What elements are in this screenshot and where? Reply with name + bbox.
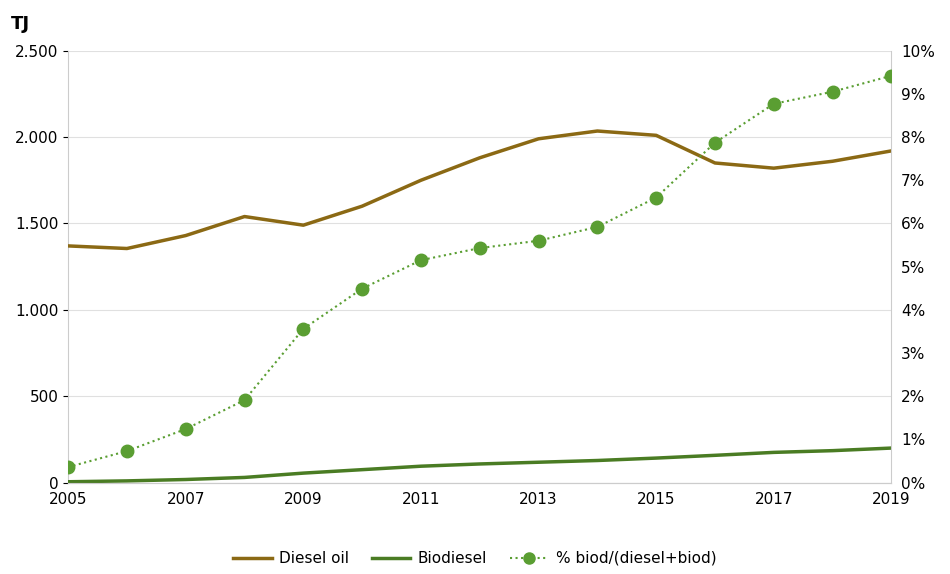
Biodiesel [180, 476, 191, 483]
Line: Diesel oil: Diesel oil [68, 131, 891, 249]
Legend: Diesel oil, Biodiesel, % biod/(diesel+biod): Diesel oil, Biodiesel, % biod/(diesel+bi… [227, 545, 723, 572]
% biod/(diesel+biod) [885, 72, 897, 79]
Biodiesel [297, 470, 309, 476]
Biodiesel [826, 447, 838, 454]
Diesel oil [769, 165, 780, 172]
Diesel oil [297, 222, 309, 228]
Biodiesel [885, 445, 897, 452]
Biodiesel [710, 452, 721, 459]
% biod/(diesel+biod) [651, 194, 662, 201]
Diesel oil [63, 242, 74, 249]
% biod/(diesel+biod) [826, 88, 838, 95]
Biodiesel [592, 457, 603, 464]
Biodiesel [122, 478, 133, 484]
Diesel oil [415, 177, 427, 184]
Text: TJ: TJ [10, 15, 29, 33]
% biod/(diesel+biod) [415, 257, 427, 263]
Diesel oil [826, 158, 838, 165]
Line: % biod/(diesel+biod): % biod/(diesel+biod) [62, 69, 898, 474]
% biod/(diesel+biod) [592, 223, 603, 230]
Diesel oil [592, 127, 603, 134]
Biodiesel [415, 463, 427, 470]
Diesel oil [533, 135, 544, 142]
% biod/(diesel+biod) [710, 139, 721, 146]
Diesel oil [180, 232, 191, 239]
% biod/(diesel+biod) [356, 285, 368, 292]
% biod/(diesel+biod) [769, 100, 780, 107]
Diesel oil [122, 245, 133, 252]
Diesel oil [710, 160, 721, 166]
% biod/(diesel+biod) [474, 245, 485, 251]
% biod/(diesel+biod) [297, 325, 309, 332]
% biod/(diesel+biod) [238, 397, 250, 404]
Biodiesel [356, 466, 368, 473]
Diesel oil [651, 132, 662, 139]
Diesel oil [474, 154, 485, 161]
Biodiesel [63, 478, 74, 485]
Diesel oil [885, 148, 897, 154]
% biod/(diesel+biod) [180, 425, 191, 432]
Line: Biodiesel: Biodiesel [68, 448, 891, 482]
Biodiesel [474, 460, 485, 467]
Biodiesel [769, 449, 780, 456]
% biod/(diesel+biod) [63, 464, 74, 471]
Diesel oil [356, 203, 368, 210]
Biodiesel [533, 459, 544, 466]
Biodiesel [238, 474, 250, 481]
Biodiesel [651, 455, 662, 461]
% biod/(diesel+biod) [533, 237, 544, 244]
Diesel oil [238, 213, 250, 220]
% biod/(diesel+biod) [122, 448, 133, 455]
